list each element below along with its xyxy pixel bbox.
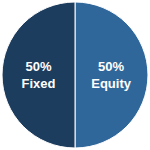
svg-text:50%Equity: 50%Equity — [91, 59, 131, 91]
svg-text:50%Fixed: 50%Fixed — [21, 59, 55, 91]
